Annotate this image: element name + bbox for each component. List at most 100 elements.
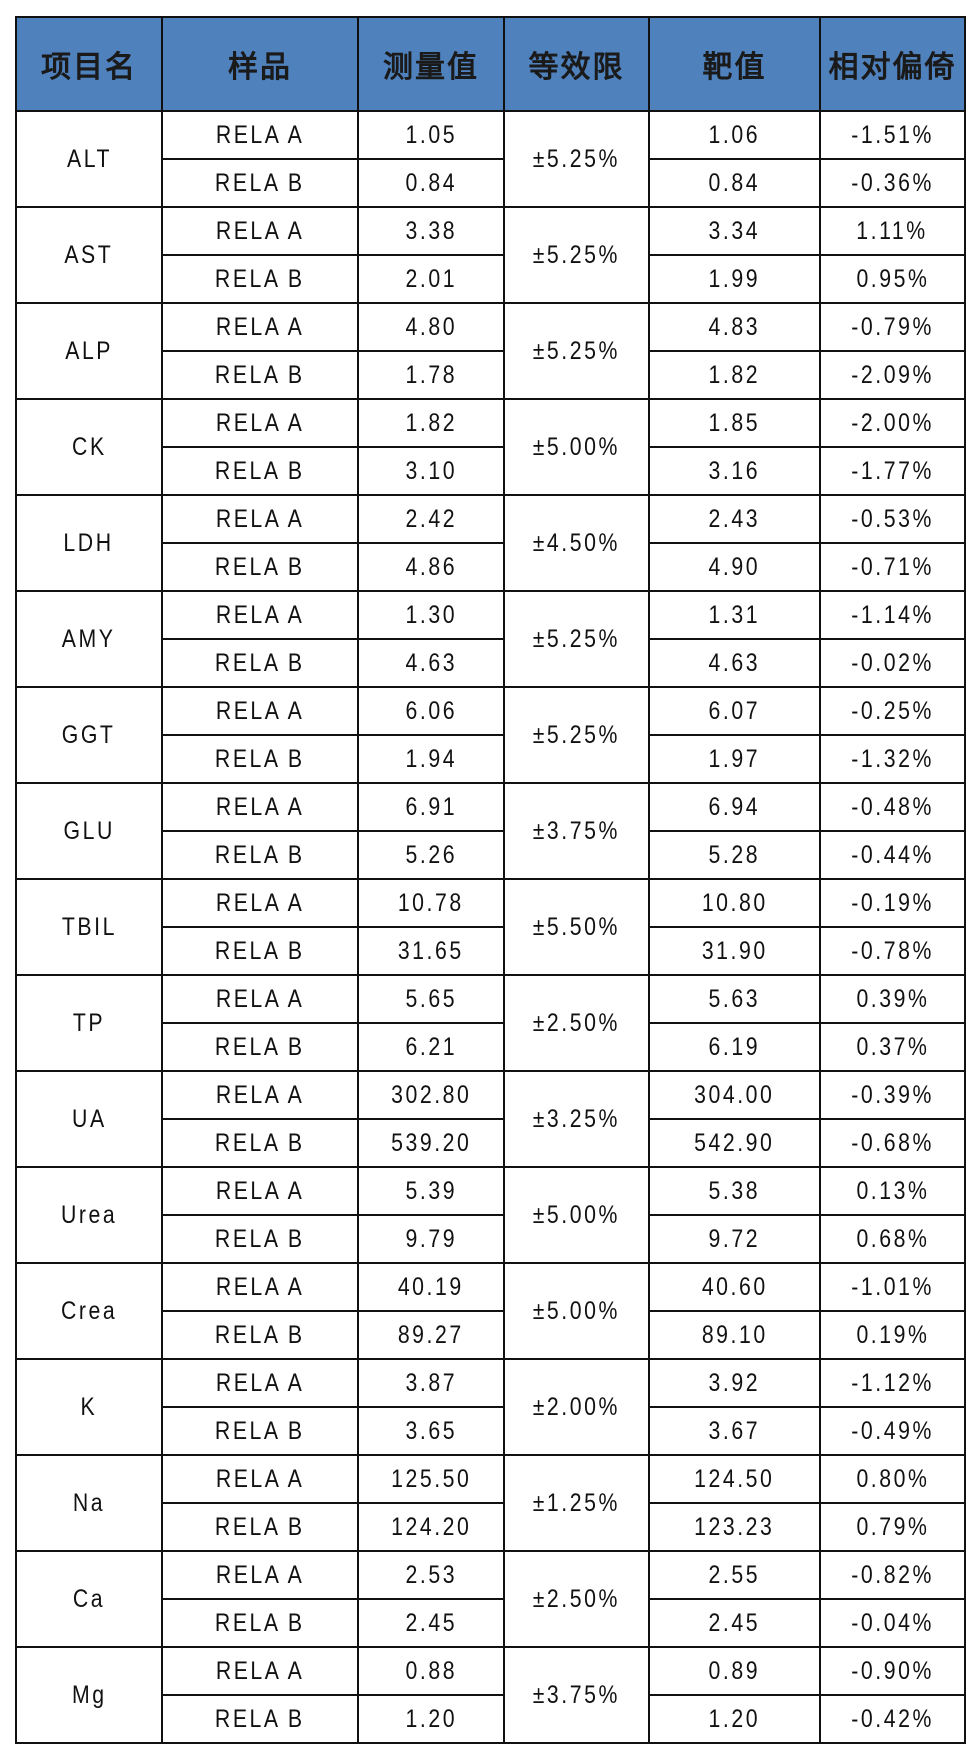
item-cell: ALP xyxy=(15,302,163,400)
item-cell-text: AMY xyxy=(62,624,116,653)
item-cell: GGT xyxy=(15,686,163,784)
table-row: RELA B 539.20 542.90 -0.68% xyxy=(16,1118,966,1168)
item-cell-text: Ca xyxy=(72,1584,106,1613)
measured-cell: 40.19 xyxy=(357,1262,505,1312)
measured-cell: 89.27 xyxy=(357,1310,505,1360)
target-cell-text: 2.45 xyxy=(708,1608,761,1637)
table-row: Na RELA A 125.50 ±1.25% 124.50 0.80% xyxy=(15,1454,966,1552)
sample-cell-text: RELA B xyxy=(215,1512,305,1541)
sample-cell-text: RELA B xyxy=(215,1128,305,1157)
target-cell-text: 1.97 xyxy=(708,744,761,773)
item-cell: AST xyxy=(15,206,163,304)
target-cell: 4.83 xyxy=(648,302,821,352)
table-row: ALT RELA A 1.05 ±5.25% 1.06 -1.51% xyxy=(15,110,966,208)
target-cell: 124.50 xyxy=(648,1454,821,1504)
measured-cell-text: 6.21 xyxy=(405,1032,457,1061)
table-row: RELA B 1.20 1.20 -0.42% xyxy=(16,1694,966,1744)
header-bias: 相对偏倚 xyxy=(819,16,966,112)
bias-cell-text: -0.02% xyxy=(851,648,934,677)
target-cell-text: 124.50 xyxy=(694,1464,775,1493)
bias-cell: -0.19% xyxy=(819,878,966,928)
bias-cell-text: -1.12% xyxy=(851,1368,934,1397)
target-cell: 1.06 xyxy=(648,110,821,160)
sample-cell: RELA B xyxy=(161,350,359,400)
limit-cell: ±5.25% xyxy=(503,302,650,400)
sample-cell: RELA B xyxy=(161,1022,359,1072)
sample-cell: RELA B xyxy=(161,926,359,976)
limit-cell: ±3.75% xyxy=(503,782,650,880)
item-cell-text: GGT xyxy=(62,720,116,749)
bias-cell-text: -0.39% xyxy=(851,1080,934,1109)
table-row: RELA B 31.65 31.90 -0.78% xyxy=(16,926,966,976)
measured-cell: 3.87 xyxy=(357,1358,505,1408)
sample-cell-text: RELA A xyxy=(215,888,305,917)
item-cell-text: GLU xyxy=(63,816,115,845)
sample-cell-text: RELA A xyxy=(215,984,305,1013)
bias-cell: 0.37% xyxy=(819,1022,966,1072)
measured-cell-text: 5.39 xyxy=(405,1176,457,1205)
measured-cell-text: 539.20 xyxy=(390,1128,472,1157)
sample-cell: RELA B xyxy=(161,542,359,592)
item-cell-text: ALT xyxy=(66,144,112,173)
bias-cell-text: -1.51% xyxy=(851,120,934,149)
item-cell-text: AST xyxy=(64,240,114,269)
target-cell: 1.85 xyxy=(648,398,821,448)
target-cell-text: 1.20 xyxy=(708,1704,761,1733)
measured-cell-text: 1.30 xyxy=(405,600,457,629)
measured-cell-text: 4.86 xyxy=(405,552,457,581)
target-cell-text: 1.06 xyxy=(708,120,761,149)
measured-cell: 31.65 xyxy=(357,926,505,976)
sample-cell-text: RELA A xyxy=(215,120,305,149)
limit-cell-text: ±3.25% xyxy=(532,1104,621,1133)
sample-cell-text: RELA A xyxy=(215,1560,305,1589)
target-cell-text: 5.63 xyxy=(708,984,761,1013)
item-cell-text: K xyxy=(80,1392,98,1421)
measured-cell-text: 2.42 xyxy=(405,504,457,533)
item-cell: Na xyxy=(15,1454,163,1552)
measured-cell: 10.78 xyxy=(357,878,505,928)
bias-cell-text: -1.32% xyxy=(851,744,934,773)
target-cell: 89.10 xyxy=(648,1310,821,1360)
measured-cell: 539.20 xyxy=(357,1118,505,1168)
sample-cell: RELA B xyxy=(161,734,359,784)
measured-cell: 2.42 xyxy=(357,494,505,544)
target-cell: 1.97 xyxy=(648,734,821,784)
measured-cell-text: 2.01 xyxy=(405,264,457,293)
limit-cell: ±3.75% xyxy=(503,1646,650,1744)
measured-cell: 302.80 xyxy=(357,1070,505,1120)
table-row: K RELA A 3.87 ±2.00% 3.92 -1.12% xyxy=(15,1358,966,1456)
bias-cell: -1.51% xyxy=(819,110,966,160)
target-cell: 3.67 xyxy=(648,1406,821,1456)
measured-cell: 4.63 xyxy=(357,638,505,688)
measured-cell: 6.21 xyxy=(357,1022,505,1072)
target-cell-text: 304.00 xyxy=(694,1080,775,1109)
measured-cell: 5.26 xyxy=(357,830,505,880)
table-row: RELA B 3.65 3.67 -0.49% xyxy=(16,1406,966,1456)
bias-cell: -0.44% xyxy=(819,830,966,880)
sample-cell-text: RELA B xyxy=(215,1224,305,1253)
sample-cell: RELA A xyxy=(161,1262,359,1312)
item-cell: GLU xyxy=(15,782,163,880)
target-cell: 6.07 xyxy=(648,686,821,736)
header-sample: 样品 xyxy=(161,16,359,112)
measured-cell-text: 5.26 xyxy=(405,840,457,869)
table-row: CK RELA A 1.82 ±5.00% 1.85 -2.00% xyxy=(15,398,966,496)
bias-cell-text: -0.48% xyxy=(851,792,934,821)
sample-cell: RELA B xyxy=(161,158,359,208)
measured-cell-text: 1.82 xyxy=(405,408,457,437)
bias-cell: -0.02% xyxy=(819,638,966,688)
target-cell: 542.90 xyxy=(648,1118,821,1168)
limit-cell-text: ±2.00% xyxy=(532,1392,621,1421)
sample-cell-text: RELA A xyxy=(215,408,305,437)
item-cell: CK xyxy=(15,398,163,496)
sample-cell-text: RELA B xyxy=(215,1704,305,1733)
sample-cell-text: RELA A xyxy=(215,504,305,533)
sample-cell: RELA A xyxy=(161,1646,359,1696)
measured-cell-text: 3.87 xyxy=(405,1368,457,1397)
table-row: Crea RELA A 40.19 ±5.00% 40.60 -1.01% xyxy=(15,1262,966,1360)
bias-cell-text: -0.04% xyxy=(851,1608,934,1637)
measured-cell: 1.82 xyxy=(357,398,505,448)
measured-cell: 125.50 xyxy=(357,1454,505,1504)
limit-cell: ±5.25% xyxy=(503,110,650,208)
target-cell: 5.63 xyxy=(648,974,821,1024)
